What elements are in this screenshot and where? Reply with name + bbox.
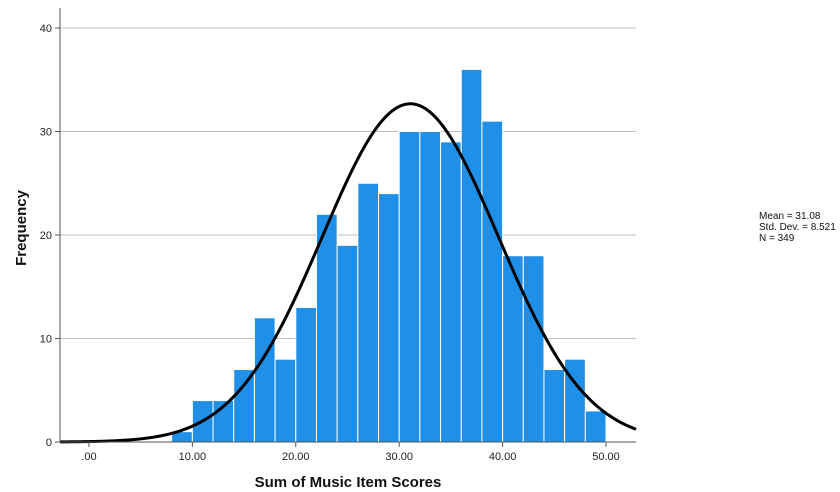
histogram-bar bbox=[378, 193, 400, 443]
y-axis-title: Frequency bbox=[13, 189, 30, 266]
x-tick-label: 30.00 bbox=[385, 451, 413, 463]
histogram-bars bbox=[171, 68, 607, 443]
histogram-bar bbox=[233, 369, 255, 443]
histogram-bar bbox=[274, 358, 297, 443]
histogram-bar bbox=[522, 255, 545, 443]
normal-curve bbox=[59, 102, 637, 444]
histogram-bar bbox=[398, 131, 421, 443]
x-tick-label: 20.00 bbox=[282, 451, 310, 463]
stats-std-dev: Std. Dev. = 8.521 bbox=[759, 222, 836, 233]
histogram-bar bbox=[336, 244, 359, 443]
x-tick-label: 50.00 bbox=[592, 451, 620, 463]
y-axis-ticks: 0 10 20 30 40 bbox=[40, 23, 60, 449]
histogram-bar bbox=[543, 369, 566, 443]
histogram-bar bbox=[315, 213, 338, 443]
y-tick-label: 40 bbox=[40, 23, 52, 35]
histogram-bar bbox=[440, 141, 462, 443]
y-tick-label: 0 bbox=[46, 437, 52, 449]
stats-mean: Mean = 31.08 bbox=[759, 211, 821, 222]
stats-n: N = 349 bbox=[759, 233, 795, 244]
x-axis-ticks: .00 10.00 20.00 30.00 40.00 50.00 bbox=[81, 442, 620, 463]
histogram-bar bbox=[357, 182, 380, 443]
histogram-bar bbox=[419, 131, 442, 443]
x-axis-title: Sum of Music Item Scores bbox=[255, 474, 442, 491]
y-tick-label: 10 bbox=[40, 334, 52, 346]
histogram-bar bbox=[481, 120, 504, 443]
x-tick-label: 10.00 bbox=[179, 451, 207, 463]
histogram-bar bbox=[295, 306, 317, 443]
x-tick-label: .00 bbox=[81, 451, 96, 463]
stats-legend: Mean = 31.08 Std. Dev. = 8.521 N = 349 bbox=[759, 211, 836, 244]
histogram-bar bbox=[460, 68, 483, 443]
histogram-bar bbox=[253, 317, 276, 443]
y-tick-label: 30 bbox=[40, 127, 52, 139]
histogram-bar bbox=[584, 410, 607, 443]
x-tick-label: 40.00 bbox=[489, 451, 517, 463]
y-tick-label: 20 bbox=[40, 230, 52, 242]
